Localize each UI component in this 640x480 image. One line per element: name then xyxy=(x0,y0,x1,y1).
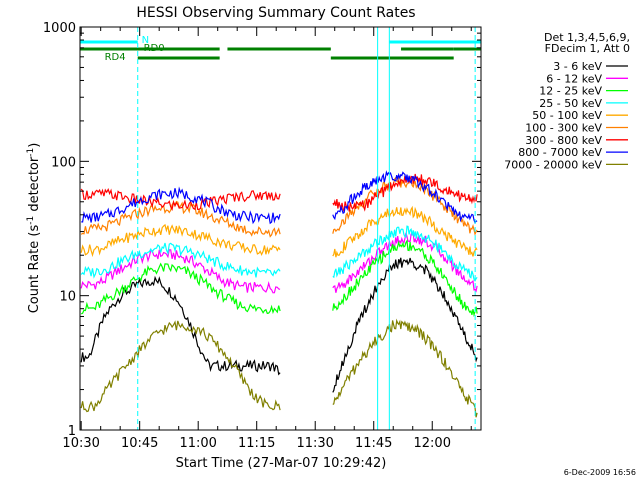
legend-label: 300 - 800 keV xyxy=(525,134,602,147)
series-100-300-kev-line-b xyxy=(332,176,478,236)
axes: 1 10 100 1000 10:30 10:45 11:00 11:15 11:30 11:45… xyxy=(43,21,481,451)
series-12-25-kev-line-b xyxy=(332,239,478,318)
series-25-50-kev-line-a xyxy=(80,242,281,279)
series-50-100-kev-line-b xyxy=(332,205,478,258)
x-tick-label: 11:30 xyxy=(296,436,333,451)
status-bar-label-rd4: RD4 xyxy=(105,52,126,63)
legend-header-line-1: Det 1,3,4,5,6,9, xyxy=(544,31,630,44)
y-tick-label: 100 xyxy=(51,155,76,170)
plot-frame xyxy=(79,26,482,431)
series-12-25-kev-line-a xyxy=(80,262,281,315)
series-300-800-kev-line-a xyxy=(80,188,281,212)
series-6-12-kev-line-b xyxy=(332,232,478,293)
y-label-end: ) xyxy=(27,143,42,148)
x-tick-label: 12:00 xyxy=(414,436,451,451)
marker-lines xyxy=(137,27,476,430)
x-tick-label: 11:00 xyxy=(179,436,216,451)
series-6-12-kev-line-a xyxy=(80,249,281,294)
legend-label: 7000 - 20000 keV xyxy=(504,158,602,171)
y-label-mid: detector xyxy=(27,156,42,216)
series-50-100-kev-line-a xyxy=(80,223,281,258)
y-tick-label: 10 xyxy=(59,290,76,305)
y-label-main: Count Rate (s xyxy=(27,225,42,314)
legend-label: 50 - 100 keV xyxy=(532,109,602,122)
legend: Det 1,3,4,5,6,9, FDecim 1, Att 0 3 - 6 k… xyxy=(504,31,630,171)
legend-header-line-2: FDecim 1, Att 0 xyxy=(545,42,630,55)
x-axis-label: Start Time (27-Mar-07 10:29:42) xyxy=(176,456,387,471)
y-tick-label: 1000 xyxy=(43,21,76,36)
series-3-6-kev-line-a xyxy=(80,275,281,376)
series-800-7000-kev-line-a xyxy=(81,186,281,225)
legend-label: 3 - 6 keV xyxy=(553,60,602,73)
y-label-sup1: -1 xyxy=(26,216,36,225)
series-800-7000-kev-line-b xyxy=(332,170,478,224)
series-7000-20000-kev-line-b xyxy=(332,318,478,418)
legend-label: 6 - 12 keV xyxy=(546,72,602,85)
series-layer xyxy=(80,170,478,418)
legend-label: 800 - 7000 keV xyxy=(518,146,602,159)
legend-label: 12 - 25 keV xyxy=(539,85,602,98)
x-tick-label: 11:15 xyxy=(238,436,275,451)
y-label-sup2: -1 xyxy=(26,148,36,157)
y-tick-label: 1 xyxy=(68,424,76,439)
series-100-300-kev-line-a xyxy=(80,200,281,238)
x-tick-label: 10:45 xyxy=(121,436,158,451)
series-7000-20000-kev-line-a xyxy=(80,320,281,413)
series-3-6-kev-line-b xyxy=(332,257,478,393)
x-tick-label: 10:30 xyxy=(62,436,99,451)
legend-label: 100 - 300 keV xyxy=(525,122,602,135)
series-25-50-kev-line-b xyxy=(332,225,478,282)
status-bar-label-rd0: RD0 xyxy=(144,43,165,54)
x-tick-label: 11:45 xyxy=(355,436,392,451)
legend-label: 25 - 50 keV xyxy=(539,97,602,110)
y-axis-label: Count Rate (s-1 detector-1) xyxy=(26,143,42,314)
series-300-800-kev-line-b xyxy=(332,173,478,212)
status-bar-label-n: N xyxy=(142,35,149,46)
chart-title: HESSI Observing Summary Count Rates xyxy=(136,5,415,21)
footer-timestamp: 6-Dec-2009 16:56 xyxy=(564,468,636,477)
